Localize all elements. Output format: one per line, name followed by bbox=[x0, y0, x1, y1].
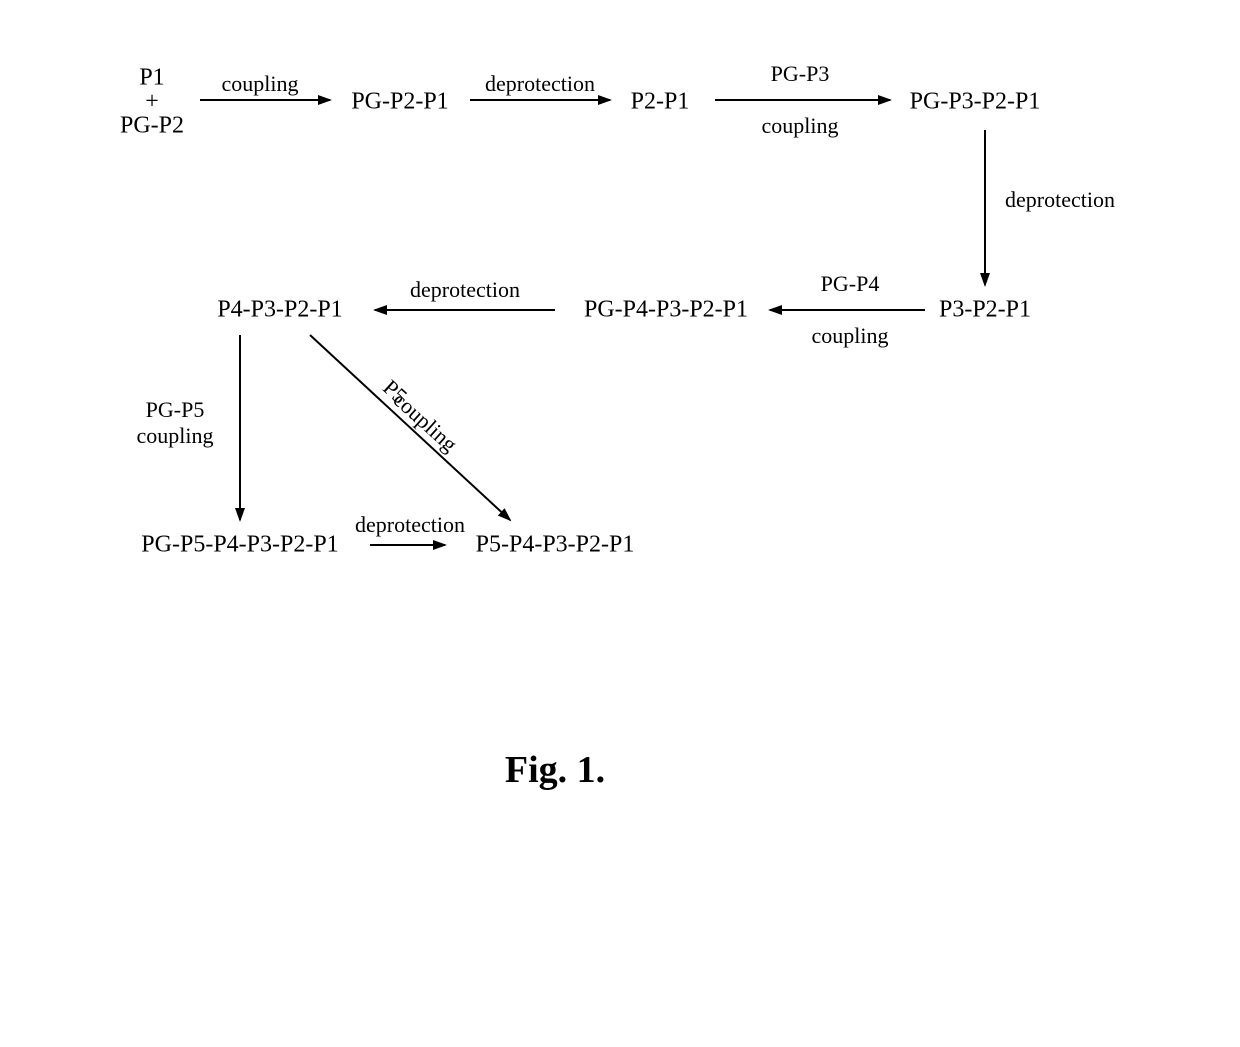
edge-7-label-1: coupling bbox=[388, 387, 463, 458]
diagram-canvas bbox=[0, 0, 1240, 1047]
figure-caption: Fig. 1. bbox=[505, 748, 605, 792]
node-n0c: PG-P2 bbox=[120, 113, 184, 140]
node-n7: PG-P5-P4-P3-P2-P1 bbox=[141, 532, 338, 559]
edge-6-label-1: coupling bbox=[137, 423, 214, 449]
edge-1-label-0: deprotection bbox=[485, 71, 595, 97]
edge-4-label-1: coupling bbox=[812, 323, 889, 349]
edge-5-label-0: deprotection bbox=[410, 277, 520, 303]
edge-3-label-0: deprotection bbox=[1005, 187, 1115, 213]
node-n8: P5-P4-P3-P2-P1 bbox=[476, 532, 635, 559]
edge-8-label-0: deprotection bbox=[355, 512, 465, 538]
node-n1: PG-P2-P1 bbox=[351, 89, 448, 116]
node-n5: PG-P4-P3-P2-P1 bbox=[584, 297, 748, 324]
node-n6: P4-P3-P2-P1 bbox=[217, 297, 342, 324]
edge-4-label-0: PG-P4 bbox=[821, 271, 880, 297]
node-n0a: P1 bbox=[139, 65, 164, 92]
node-n0b: + bbox=[145, 89, 159, 116]
node-n2: P2-P1 bbox=[631, 89, 690, 116]
edge-6-label-0: PG-P5 bbox=[146, 397, 205, 423]
edge-2-label-1: coupling bbox=[762, 113, 839, 139]
node-n4: P3-P2-P1 bbox=[939, 297, 1031, 324]
edge-0-label-0: coupling bbox=[222, 71, 299, 97]
node-n3: PG-P3-P2-P1 bbox=[910, 89, 1041, 116]
edge-7 bbox=[310, 335, 510, 520]
edge-2-label-0: PG-P3 bbox=[771, 61, 830, 87]
